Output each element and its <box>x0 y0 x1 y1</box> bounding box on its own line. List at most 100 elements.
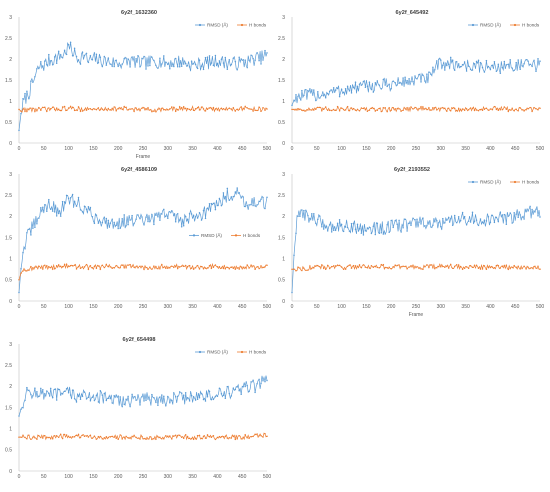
chart-panel-3: 0 0.5 1 1.5 2 2.5 3 0 50 100 150 200 250 300 350 400 450… <box>5 167 271 310</box>
hbonds-point <box>28 434 30 436</box>
rmsd-point <box>147 398 149 400</box>
hbonds-point <box>159 267 161 270</box>
hbonds-point <box>297 266 299 268</box>
rmsd-point <box>57 388 60 391</box>
rmsd-point <box>440 225 442 228</box>
hbonds-point <box>406 267 408 270</box>
rmsd-point <box>424 224 426 227</box>
hbonds-point <box>71 106 74 108</box>
rmsd-point <box>206 56 209 58</box>
hbonds-point <box>188 437 191 439</box>
hbonds-point <box>65 263 68 265</box>
hbonds-point <box>192 438 195 441</box>
rmsd-point <box>303 94 305 97</box>
hbonds-point <box>127 109 129 111</box>
rmsd-point <box>101 394 104 396</box>
rmsd-point <box>65 388 68 390</box>
hbonds-point <box>398 264 400 266</box>
rmsd-point <box>190 394 193 397</box>
legend-label: H bonds <box>243 233 261 238</box>
hbonds-point <box>178 266 181 268</box>
rmsd-point <box>467 220 470 222</box>
hbonds-point <box>24 436 26 439</box>
x-tick-label: 300 <box>437 304 446 310</box>
rmsd-point <box>473 220 476 223</box>
rmsd-point <box>186 218 189 221</box>
rmsd-point <box>218 197 221 200</box>
hbonds-point <box>200 265 203 268</box>
x-tick-label: 50 <box>41 474 47 480</box>
hbonds-point <box>210 267 213 270</box>
rmsd-point <box>20 112 22 115</box>
hbonds-point <box>317 264 319 267</box>
hbonds-point <box>350 107 353 109</box>
rmsd-point <box>414 75 416 77</box>
hbonds-point <box>218 109 221 112</box>
legend-swatch-marker <box>240 350 244 354</box>
rmsd-line <box>18 375 268 417</box>
rmsd-point <box>38 395 40 397</box>
y-tick-label: 0 <box>282 299 285 305</box>
hbonds-point <box>125 106 127 108</box>
y-tick-label: 1.5 <box>5 405 12 411</box>
rmsd-point <box>109 63 112 65</box>
hbonds-point <box>238 268 240 270</box>
hbonds-point <box>145 438 147 440</box>
rmsd-point <box>491 214 494 217</box>
hbonds-point <box>481 268 484 270</box>
hbonds-point <box>157 267 159 270</box>
rmsd-point <box>398 82 400 84</box>
hbonds-point <box>451 267 454 270</box>
rmsd-point <box>55 215 58 217</box>
hbonds-point <box>117 438 119 440</box>
rmsd-point <box>71 55 74 57</box>
rmsd-point <box>487 215 490 218</box>
rmsd-point <box>248 390 250 393</box>
hbonds-point <box>182 265 185 268</box>
hbonds-point <box>293 268 295 270</box>
hbonds-point <box>141 435 143 438</box>
y-tick-label: 1.5 <box>5 235 12 241</box>
rmsd-point <box>330 89 333 91</box>
rmsd-point <box>129 219 131 221</box>
hbonds-point <box>20 110 22 112</box>
x-tick-label: 450 <box>511 304 520 310</box>
rmsd-point <box>103 55 106 58</box>
hbonds-point <box>145 107 147 110</box>
rmsd-point <box>165 215 167 217</box>
hbonds-point <box>322 108 325 111</box>
hbonds-point <box>143 268 145 271</box>
hbonds-point <box>404 107 406 110</box>
hbonds-point <box>73 436 76 438</box>
rmsd-point <box>315 99 317 102</box>
legend: RMSD (Å) H bonds <box>468 179 540 185</box>
hbonds-point <box>535 107 537 110</box>
hbonds-point <box>89 107 92 110</box>
hbonds-point <box>238 108 240 111</box>
rmsd-point <box>517 59 519 61</box>
rmsd-point <box>511 67 513 69</box>
x-tick-label: 100 <box>64 304 73 310</box>
hbonds-point <box>151 110 153 113</box>
y-tick-label: 3 <box>9 15 12 21</box>
x-tick-label: 500 <box>536 304 545 310</box>
rmsd-point <box>489 68 492 71</box>
legend-label: RMSD (Å) <box>207 349 228 355</box>
rmsd-point <box>167 395 169 398</box>
rmsd-point <box>392 80 394 82</box>
rmsd-point <box>326 92 329 95</box>
rmsd-point <box>258 59 260 62</box>
rmsd-point <box>352 222 355 225</box>
rmsd-point <box>222 192 225 194</box>
rmsd-point <box>198 59 201 61</box>
rmsd-point <box>455 61 458 63</box>
hbonds-point <box>248 108 250 110</box>
hbonds-point <box>499 267 502 269</box>
rmsd-point <box>204 217 207 220</box>
rmsd-point <box>348 90 351 92</box>
hbonds-point <box>111 267 113 270</box>
hbonds-point <box>99 435 102 438</box>
y-tick-label: 2 <box>9 384 12 390</box>
hbonds-point <box>178 434 181 437</box>
hbonds-point <box>328 109 331 112</box>
